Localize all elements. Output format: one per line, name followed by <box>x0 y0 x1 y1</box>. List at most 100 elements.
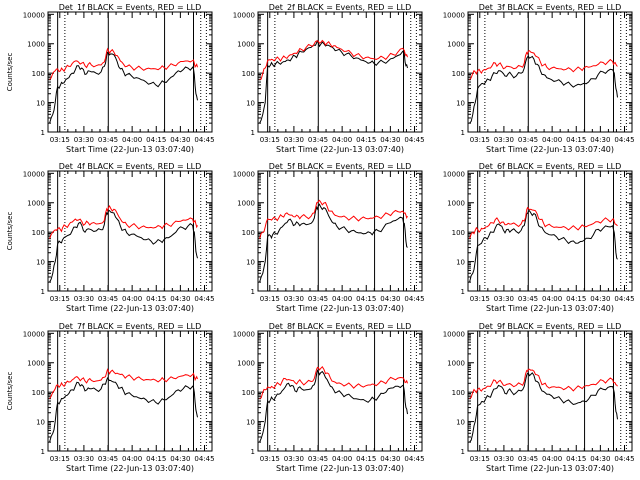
series-group <box>259 366 408 443</box>
y-tick-label: 10000 <box>23 11 45 19</box>
x-axis-label: Start Time (22-Jun-13 03:07:40) <box>276 304 404 313</box>
x-tick-label: 04:45 <box>194 295 214 303</box>
x-tick-label: 04:30 <box>590 136 610 144</box>
x-tick-label: 03:30 <box>494 295 514 303</box>
x-tick-label: 04:15 <box>356 295 376 303</box>
x-tick-label: 03:30 <box>284 295 304 303</box>
plot-frame <box>467 170 633 292</box>
x-axis-label: Start Time (22-Jun-13 03:07:40) <box>66 304 194 313</box>
lld-series-line <box>469 50 618 81</box>
x-tick-label: 03:45 <box>518 136 538 144</box>
plot-frame <box>257 330 423 452</box>
x-tick-label: 04:45 <box>404 455 424 463</box>
y-tick-label: 10 <box>246 100 255 108</box>
x-axis-label: Start Time (22-Jun-13 03:07:40) <box>486 304 614 313</box>
x-tick-label: 03:45 <box>98 136 118 144</box>
x-tick-label: 03:45 <box>98 295 118 303</box>
lld-series-line <box>49 205 198 239</box>
x-tick-label: 03:45 <box>518 295 538 303</box>
x-tick-label: 03:45 <box>518 455 538 463</box>
y-tick-label: 100 <box>32 389 45 397</box>
series-group <box>469 206 618 283</box>
panel-3: Det_3f BLACK = Events, RED = LLD Start Ti… <box>443 3 635 154</box>
x-tick-label: 03:30 <box>284 136 304 144</box>
panel-4: Det_4f BLACK = Events, RED = LLD Start Ti… <box>6 162 215 313</box>
x-tick-label: 04:30 <box>170 295 190 303</box>
x-tick-label: 03:15 <box>50 136 70 144</box>
series-group <box>259 39 408 124</box>
x-tick-label: 04:30 <box>380 455 400 463</box>
plot-frame <box>47 11 213 133</box>
x-tick-label: 04:15 <box>146 136 166 144</box>
y-tick-label: 1000 <box>27 200 45 208</box>
y-tick-label: 10000 <box>23 170 45 178</box>
y-tick-label: 10 <box>36 100 45 108</box>
lld-series-line <box>259 199 408 239</box>
x-tick-label: 03:15 <box>260 295 280 303</box>
x-tick-label: 04:45 <box>614 455 634 463</box>
y-tick-label: 10000 <box>443 170 465 178</box>
y-tick-label: 10000 <box>443 330 465 338</box>
x-tick-label: 04:45 <box>614 136 634 144</box>
x-tick-label: 04:15 <box>566 455 586 463</box>
panel-title: Det_7f BLACK = Events, RED = LLD <box>59 322 202 331</box>
events-series-line <box>259 39 408 124</box>
x-axis-label: Start Time (22-Jun-13 03:07:40) <box>66 145 194 154</box>
x-tick-label: 03:15 <box>470 136 490 144</box>
plot-frame <box>467 330 633 452</box>
y-tick-label: 1000 <box>447 360 465 368</box>
events-series-line <box>49 51 198 124</box>
events-series-line <box>469 209 618 283</box>
y-tick-label: 10 <box>456 100 465 108</box>
x-tick-label: 04:00 <box>542 295 562 303</box>
series-group <box>259 199 408 283</box>
y-tick-label: 10 <box>456 259 465 267</box>
x-tick-label: 03:30 <box>74 295 94 303</box>
x-axis-label: Start Time (22-Jun-13 03:07:40) <box>486 145 614 154</box>
y-axis-label: Counts/sec <box>6 53 14 92</box>
x-tick-label: 04:00 <box>332 295 352 303</box>
y-tick-label: 10 <box>36 259 45 267</box>
y-tick-label: 1000 <box>447 41 465 49</box>
x-tick-label: 04:30 <box>590 455 610 463</box>
x-tick-label: 04:15 <box>566 136 586 144</box>
x-tick-label: 04:00 <box>122 295 142 303</box>
y-axis-label: Counts/sec <box>6 212 14 251</box>
panel-1: Det_1f BLACK = Events, RED = LLD Start Ti… <box>6 3 215 154</box>
y-tick-label: 10000 <box>233 11 255 19</box>
series-group <box>469 50 618 124</box>
x-tick-label: 03:45 <box>308 455 328 463</box>
y-tick-label: 1 <box>251 129 255 137</box>
x-tick-label: 04:30 <box>170 455 190 463</box>
x-tick-label: 03:15 <box>50 295 70 303</box>
events-series-line <box>49 209 198 283</box>
panel-7: Det_7f BLACK = Events, RED = LLD Start Ti… <box>6 322 215 473</box>
panel-6: Det_6f BLACK = Events, RED = LLD Start Ti… <box>443 162 635 313</box>
series-group <box>49 368 198 443</box>
x-tick-label: 04:45 <box>194 136 214 144</box>
lld-series-line <box>259 39 408 81</box>
events-series-line <box>49 377 198 443</box>
x-axis-label: Start Time (22-Jun-13 03:07:40) <box>276 145 404 154</box>
events-series-line <box>259 369 408 443</box>
y-tick-label: 1 <box>251 288 255 296</box>
y-tick-label: 1 <box>461 129 465 137</box>
x-tick-label: 04:00 <box>122 136 142 144</box>
x-tick-label: 04:45 <box>404 136 424 144</box>
lld-series-line <box>49 47 198 81</box>
events-series-line <box>259 203 408 283</box>
y-tick-label: 1000 <box>27 360 45 368</box>
x-tick-label: 04:15 <box>146 455 166 463</box>
y-tick-label: 1000 <box>447 200 465 208</box>
y-axis-label: Counts/sec <box>6 372 14 411</box>
plot-frame <box>257 170 423 292</box>
y-tick-label: 10 <box>246 419 255 427</box>
x-tick-label: 04:30 <box>380 295 400 303</box>
panel-title: Det_5f BLACK = Events, RED = LLD <box>269 162 412 171</box>
x-tick-label: 04:30 <box>590 295 610 303</box>
x-tick-label: 03:15 <box>50 455 70 463</box>
events-series-line <box>469 55 618 124</box>
y-tick-label: 1000 <box>237 360 255 368</box>
